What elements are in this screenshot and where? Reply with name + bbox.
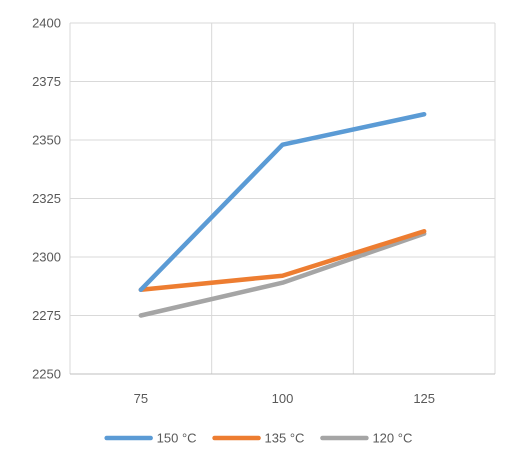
- x-tick-labels: 75 100 125: [134, 391, 435, 406]
- y-tick-label: 2350: [32, 133, 61, 148]
- y-tick-label: 2300: [32, 250, 61, 265]
- legend-label-2: 135 °C: [265, 431, 305, 446]
- y-tick-label: 2275: [32, 308, 61, 323]
- series-lines: [138, 112, 427, 318]
- y-tick-label: 2400: [32, 16, 61, 31]
- grid: [69, 22, 496, 375]
- y-tick-label: 2250: [32, 367, 61, 382]
- legend-label-3: 120 °C: [372, 431, 412, 446]
- series-line-3: [138, 231, 427, 318]
- y-tick-label: 2325: [32, 191, 61, 206]
- x-tick-label: 100: [272, 391, 294, 406]
- x-tick-label: 75: [134, 391, 148, 406]
- series-line-1: [138, 112, 427, 293]
- legend-label-1: 150 °C: [157, 431, 197, 446]
- series-line-2: [138, 229, 427, 293]
- legend: 150 °C 135 °C 120 °C: [104, 431, 412, 446]
- x-tick-label: 125: [413, 391, 435, 406]
- y-tick-labels: 2250 2275 2300 2325 2350 2375 2400: [32, 16, 61, 382]
- y-tick-label: 2375: [32, 74, 61, 89]
